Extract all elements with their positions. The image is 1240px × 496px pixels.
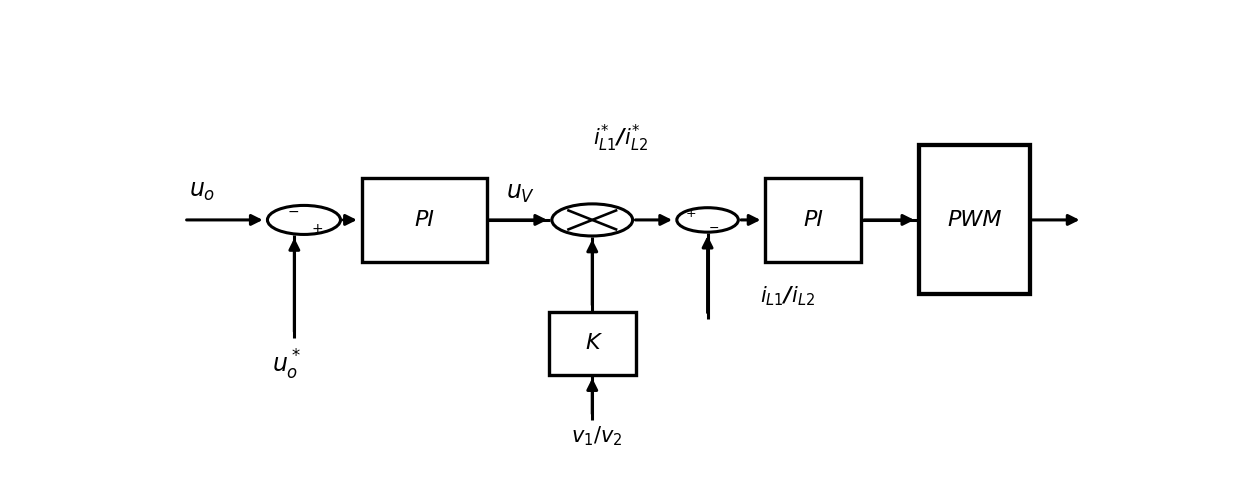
Text: $\mathit{u_o^*}$: $\mathit{u_o^*}$ (272, 348, 301, 382)
Text: $v_1/v_2$: $v_1/v_2$ (572, 424, 622, 448)
Text: $i_{L1}^{*}$/$i_{L2}^{*}$: $i_{L1}^{*}$/$i_{L2}^{*}$ (594, 123, 649, 154)
Text: $\mathit{u_V}$: $\mathit{u_V}$ (506, 181, 534, 205)
FancyBboxPatch shape (362, 178, 486, 262)
Text: K: K (585, 333, 600, 353)
Text: PWM: PWM (947, 210, 1002, 230)
Text: PI: PI (804, 210, 823, 230)
Text: $+$: $+$ (311, 222, 322, 236)
Text: $-$: $-$ (708, 221, 719, 234)
Text: $\mathit{u_o}$: $\mathit{u_o}$ (188, 179, 215, 203)
FancyBboxPatch shape (919, 145, 1029, 295)
Text: $+$: $+$ (684, 207, 697, 220)
Text: $-$: $-$ (286, 204, 299, 218)
FancyBboxPatch shape (549, 311, 635, 374)
Text: PI: PI (414, 210, 434, 230)
FancyBboxPatch shape (765, 178, 862, 262)
Text: $i_{L1}$/$i_{L2}$: $i_{L1}$/$i_{L2}$ (760, 285, 816, 308)
